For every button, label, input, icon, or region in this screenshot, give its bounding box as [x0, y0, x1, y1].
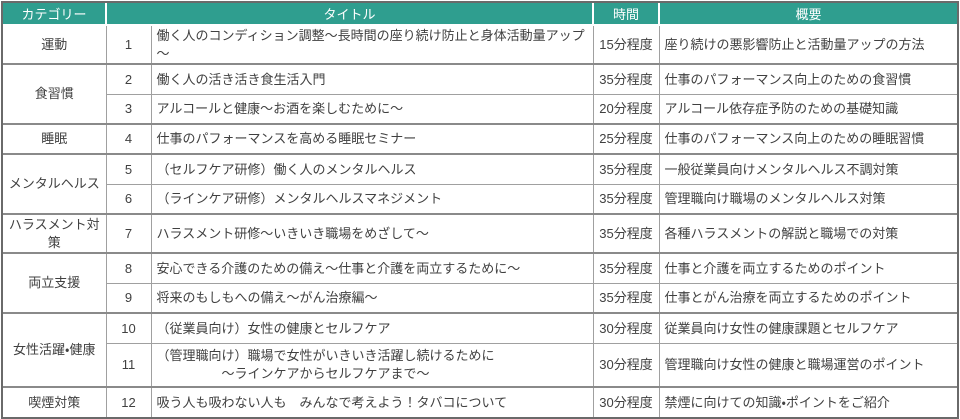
title-cell: ハラスメント研修～いきいき職場をめざして～	[150, 213, 594, 254]
time-cell: 20分程度	[592, 93, 660, 125]
category-cell: ハラスメント対策	[2, 213, 107, 254]
category-cell: 喫煙対策	[2, 386, 107, 418]
number-cell: 12	[105, 386, 152, 418]
title-cell: （ラインケア研修）メンタルヘルスマネジメント	[150, 183, 594, 215]
table-row: 食習慣 2 働く人の活き活き食生活入門 35分程度 仕事のパフォーマンス向上のた…	[2, 63, 958, 125]
category-cell: メンタルヘルス	[2, 153, 107, 215]
header-title: タイトル	[104, 3, 595, 26]
header-category: カテゴリー	[2, 3, 107, 26]
table-row: 喫煙対策 12 吸う人も吸わない人も みんなで考えよう！タバコについて 30分程…	[2, 386, 958, 418]
number-cell: 3	[105, 93, 152, 125]
number-cell: 11	[105, 342, 152, 388]
time-cell: 15分程度	[592, 23, 660, 65]
title-cell: 仕事のパフォーマンスを高める睡眠セミナー	[150, 123, 594, 155]
title-cell: アルコールと健康～お酒を楽しむために～	[150, 93, 594, 125]
table-row: 6 （ラインケア研修）メンタルヘルスマネジメント 35分程度 管理職向け職場のメ…	[3, 183, 958, 215]
summary-cell: 一般従業員向けメンタルヘルス不調対策	[658, 153, 958, 185]
summary-cell: 座り続けの悪影響防止と活動量アップの方法	[658, 23, 958, 65]
category-cell: 運動	[2, 23, 107, 65]
table-row: ハラスメント対策 7 ハラスメント研修～いきいき職場をめざして～ 35分程度 各…	[2, 213, 958, 254]
summary-cell: アルコール依存症予防のための基礎知識	[658, 93, 958, 125]
summary-cell: 管理職向け職場のメンタルヘルス対策	[658, 183, 958, 215]
summary-cell: 仕事と介護を両立するためのポイント	[658, 252, 958, 284]
time-cell: 30分程度	[592, 342, 660, 388]
seminar-catalog-table: カテゴリー タイトル 時間 概要 運動 1 働く人のコンディション調整～長時間の…	[2, 3, 958, 418]
time-cell: 35分程度	[592, 213, 660, 254]
table-row: 睡眠 4 仕事のパフォーマンスを高める睡眠セミナー 25分程度 仕事のパフォーマ…	[2, 123, 958, 155]
time-cell: 25分程度	[592, 123, 660, 155]
category-cell: 食習慣	[2, 63, 107, 125]
header-summary: 概要	[658, 3, 958, 26]
time-cell: 30分程度	[592, 386, 660, 418]
title-cell: 働く人の活き活き食生活入門	[150, 63, 594, 95]
number-cell: 10	[105, 312, 152, 344]
time-cell: 35分程度	[592, 282, 660, 314]
table-row: メンタルヘルス 5 （セルフケア研修）働く人のメンタルヘルス 35分程度 一般従…	[2, 153, 958, 215]
table-row: 3 アルコールと健康～お酒を楽しむために～ 20分程度 アルコール依存症予防のた…	[3, 93, 958, 125]
summary-cell: 仕事のパフォーマンス向上のための食習慣	[658, 63, 958, 95]
summary-cell: 仕事とがん治療を両立するためのポイント	[658, 282, 958, 314]
title-cell: （管理職向け）職場で女性がいきいき活躍し続けるために ～ラインケアからセルフケア…	[150, 342, 594, 388]
time-cell: 35分程度	[592, 63, 660, 95]
summary-cell: 管理職向け女性の健康と職場運営のポイント	[658, 342, 958, 388]
summary-cell: 従業員向け女性の健康課題とセルフケア	[658, 312, 958, 344]
title-cell: 将来のもしもへの備え～がん治療編～	[150, 282, 594, 314]
category-cell: 睡眠	[2, 123, 107, 155]
table-row: 9 将来のもしもへの備え～がん治療編～ 35分程度 仕事とがん治療を両立するため…	[3, 282, 958, 314]
title-cell: 吸う人も吸わない人も みんなで考えよう！タバコについて	[150, 386, 594, 418]
summary-cell: 各種ハラスメントの解説と職場での対策	[658, 213, 958, 254]
time-cell: 30分程度	[592, 312, 660, 344]
number-cell: 5	[105, 153, 152, 185]
time-cell: 35分程度	[592, 183, 660, 215]
time-cell: 35分程度	[592, 153, 660, 185]
header-row: カテゴリー タイトル 時間 概要	[2, 3, 958, 26]
table-row: 女性活躍・健康 10 （従業員向け）女性の健康とセルフケア 30分程度 従業員向…	[2, 312, 958, 388]
number-cell: 2	[105, 63, 152, 95]
table-row: 運動 1 働く人のコンディション調整～長時間の座り続け防止と身体活動量アップ～ …	[2, 23, 958, 65]
title-cell: （セルフケア研修）働く人のメンタルヘルス	[150, 153, 594, 185]
number-cell: 6	[105, 183, 152, 215]
title-cell: 働く人のコンディション調整～長時間の座り続け防止と身体活動量アップ～	[150, 23, 594, 65]
number-cell: 1	[105, 23, 152, 65]
number-cell: 7	[105, 213, 152, 254]
category-cell: 女性活躍・健康	[2, 312, 107, 388]
title-cell: （従業員向け）女性の健康とセルフケア	[150, 312, 594, 344]
title-cell: 安心できる介護のための備え～仕事と介護を両立するために～	[150, 252, 594, 284]
header-time: 時間	[592, 3, 661, 26]
category-cell: 両立支援	[2, 252, 107, 314]
number-cell: 4	[105, 123, 152, 155]
table-row: 両立支援 8 安心できる介護のための備え～仕事と介護を両立するために～ 35分程…	[2, 252, 958, 314]
number-cell: 9	[105, 282, 152, 314]
time-cell: 35分程度	[592, 252, 660, 284]
summary-cell: 禁煙に向けての知識・ポイントをご紹介	[658, 386, 958, 418]
table-row: 11 （管理職向け）職場で女性がいきいき活躍し続けるために ～ラインケアからセル…	[3, 342, 958, 388]
summary-cell: 仕事のパフォーマンス向上のための睡眠習慣	[658, 123, 958, 155]
number-cell: 8	[105, 252, 152, 284]
